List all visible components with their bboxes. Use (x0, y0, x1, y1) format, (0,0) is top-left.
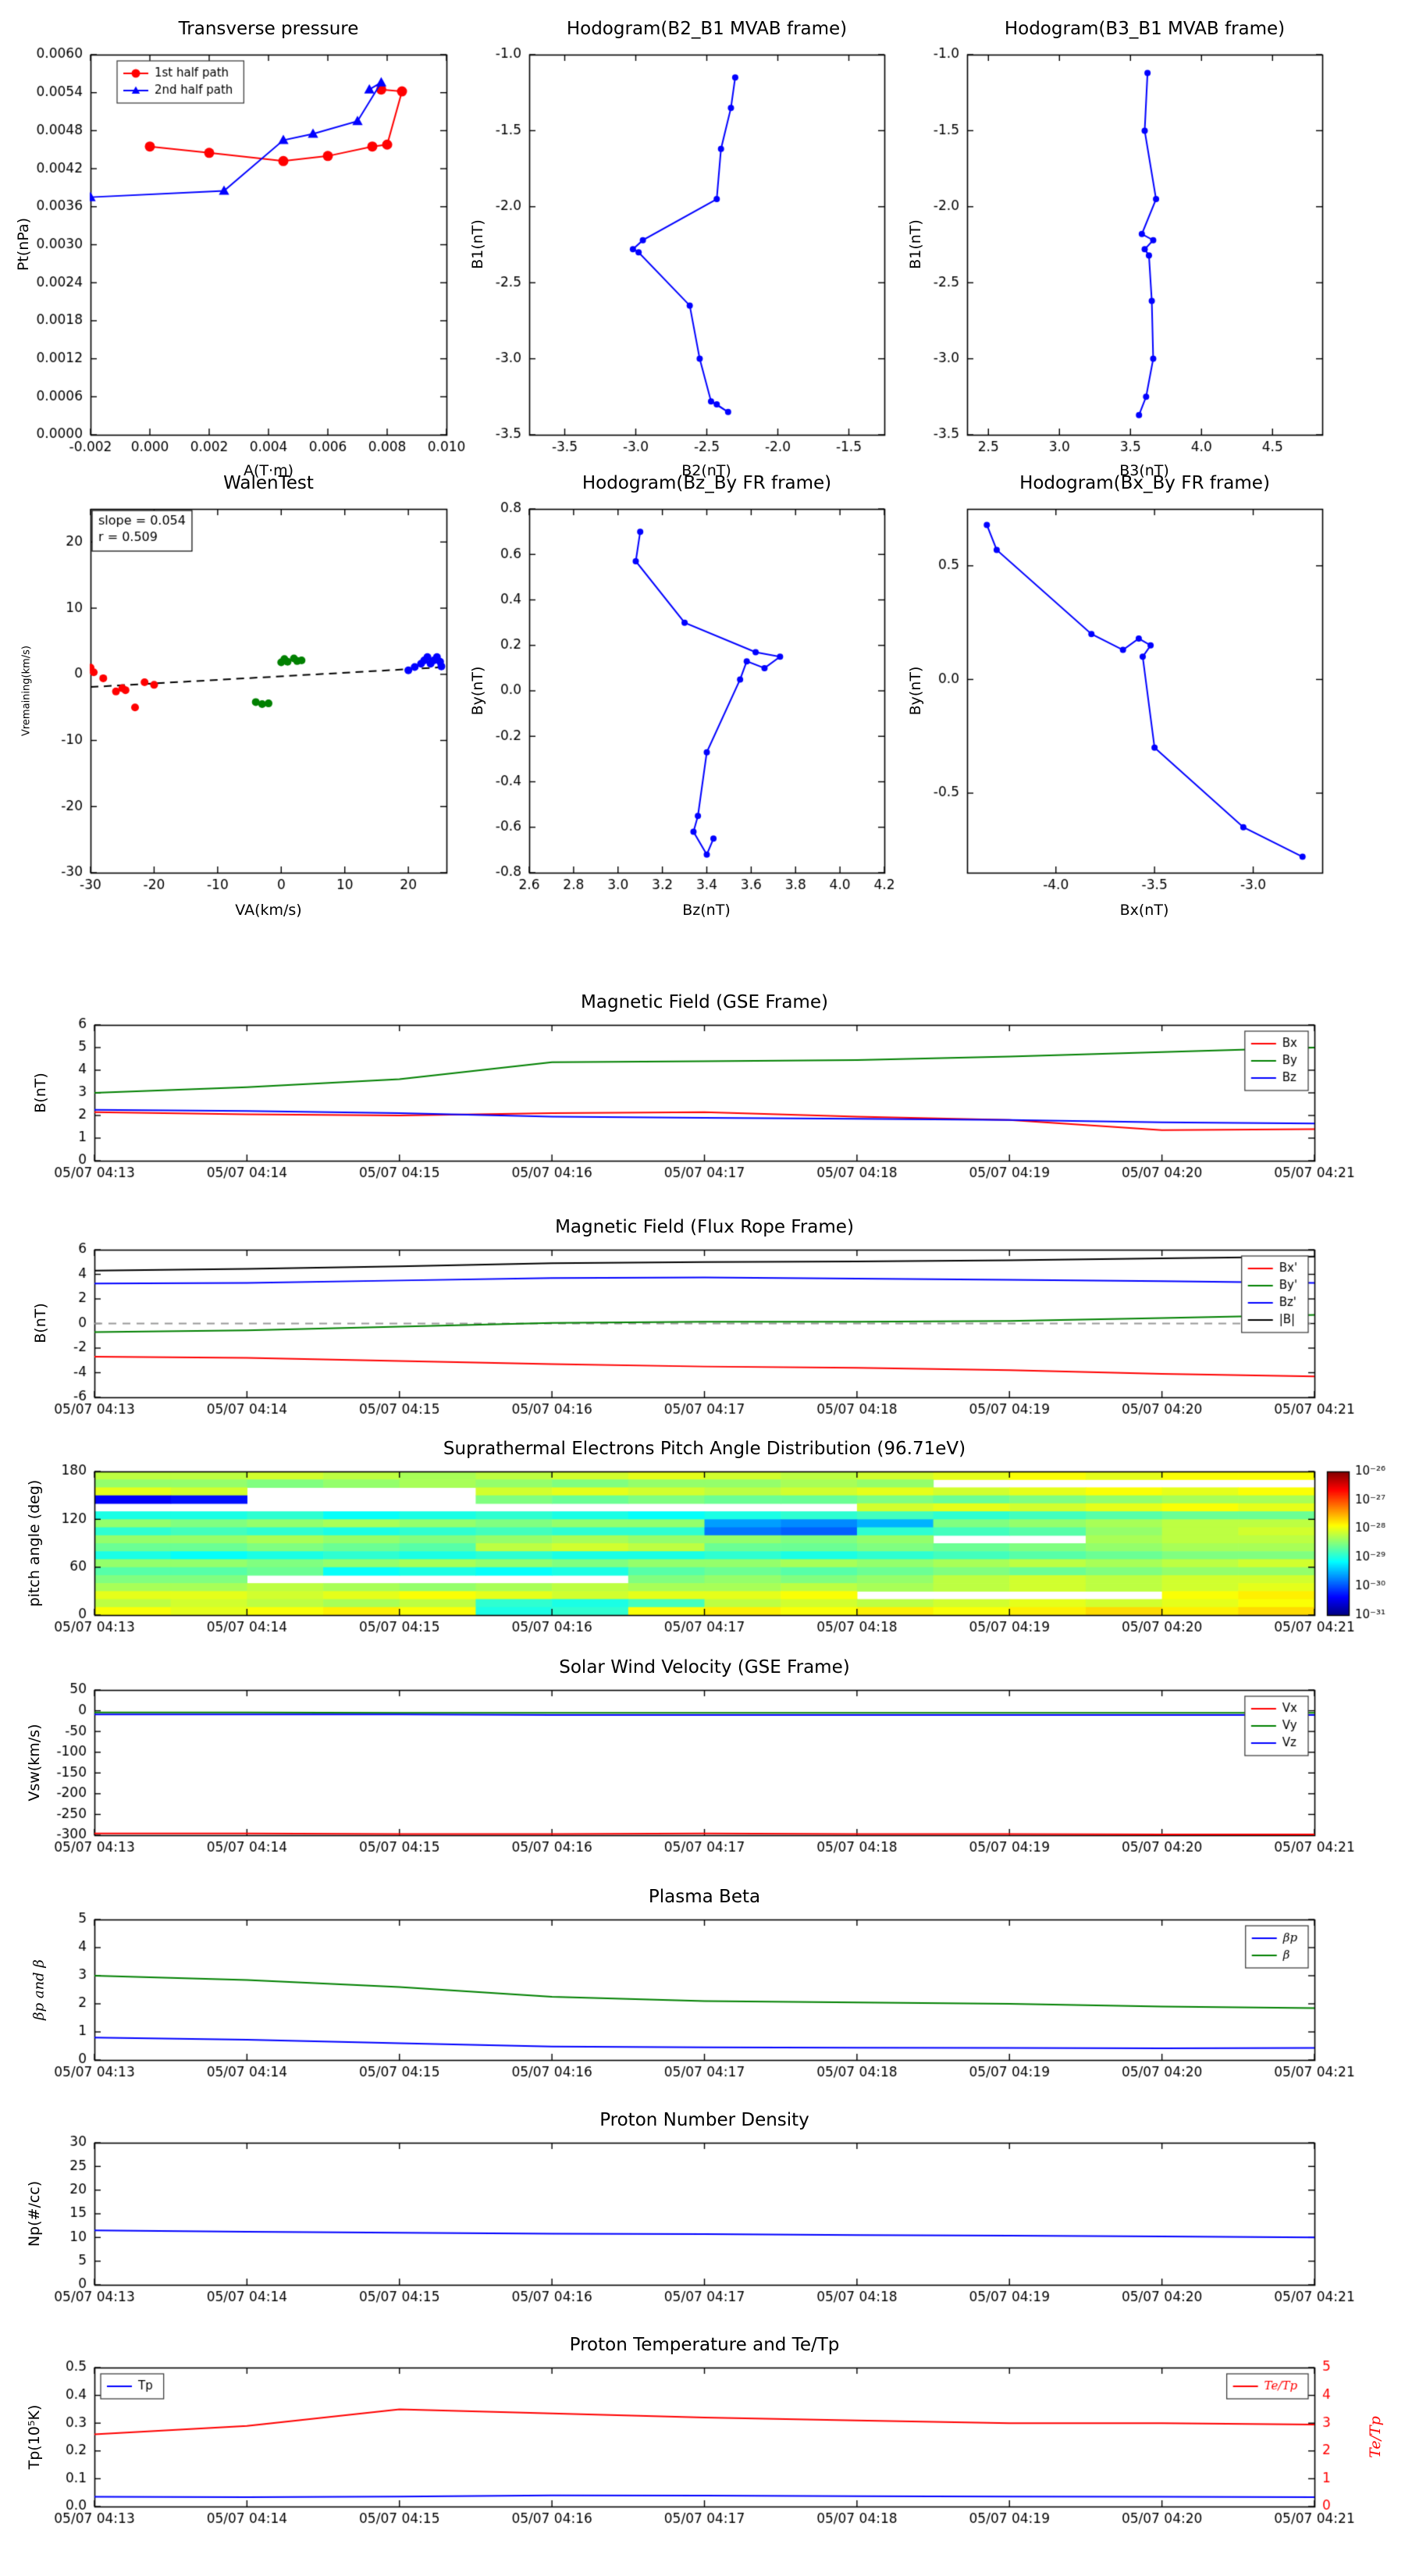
xlabel-bx: Bx(nT) (1119, 902, 1169, 919)
ylabel-by-left: By(nT) (469, 666, 486, 716)
ylabel-b-gse: B(nT) (32, 1073, 49, 1113)
chart-title-hodogram-b3b1: Hodogram(B3_B1 MVAB frame) (1004, 19, 1286, 39)
chart-title-solar-wind-velocity: Solar Wind Velocity (GSE Frame) (559, 1657, 850, 1678)
ylabel-np: Np(#/cc) (26, 2180, 43, 2247)
chart-title-hodogram-bxby: Hodogram(Bx_By FR frame) (1019, 473, 1270, 493)
ylabel-by-right: By(nT) (907, 666, 924, 716)
xlabel-b3: B3(nT) (1119, 462, 1169, 479)
ylabel-b1-right: B1(nT) (907, 219, 924, 269)
ylabel-tetp-right: Te/Tp (1367, 2416, 1384, 2458)
chart-title-plasma-beta: Plasma Beta (648, 1887, 761, 1907)
ylabel-b-fr: B(nT) (32, 1303, 49, 1343)
chart-title-magnetic-field-gse: Magnetic Field (GSE Frame) (581, 992, 828, 1012)
xlabel-a-tm: A(T·m) (244, 462, 293, 479)
ylabel-beta: βp and β (30, 1959, 48, 2020)
chart-title-hodogram-b2b1: Hodogram(B2_B1 MVAB frame) (566, 19, 848, 39)
ylabel-pitch-angle: pitch angle (deg) (26, 1479, 43, 1607)
xlabel-bz: Bz(nT) (682, 902, 731, 919)
chart-title-magnetic-field-fr: Magnetic Field (Flux Rope Frame) (555, 1217, 854, 1237)
ylabel-vsw: Vsw(km/s) (26, 1724, 43, 1802)
ylabel-b1-left: B1(nT) (469, 219, 486, 269)
xlabel-b2: B2(nT) (681, 462, 731, 479)
ylabel-tp: Tp(10⁵K) (26, 2404, 43, 2470)
chart-title-transverse-pressure: Transverse pressure (178, 19, 359, 39)
xlabel-va: VA(km/s) (235, 902, 302, 919)
chart-title-proton-temperature: Proton Temperature and Te/Tp (569, 2335, 840, 2355)
chart-title-proton-density: Proton Number Density (599, 2110, 809, 2130)
ylabel-vremaining: Vremaining(km/s) (20, 645, 33, 737)
chart-title-pitch-angle-distribution: Suprathermal Electrons Pitch Angle Distr… (443, 1439, 966, 1459)
chart-title-walen-test: WalenTest (223, 473, 314, 493)
chart-title-hodogram-bzby: Hodogram(Bz_By FR frame) (582, 473, 832, 493)
ylabel-pt: Pt(nPa) (15, 217, 32, 272)
